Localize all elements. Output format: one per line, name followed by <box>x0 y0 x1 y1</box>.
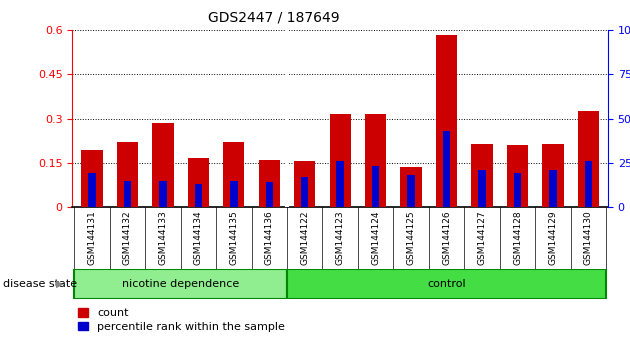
Text: GSM144130: GSM144130 <box>584 210 593 265</box>
Text: control: control <box>427 279 466 289</box>
Bar <box>287 269 606 299</box>
Text: GSM144129: GSM144129 <box>549 210 558 265</box>
Bar <box>514 173 521 207</box>
Bar <box>266 182 273 207</box>
Legend: count, percentile rank within the sample: count, percentile rank within the sample <box>78 308 285 332</box>
Text: GSM144127: GSM144127 <box>478 210 486 265</box>
Text: GSM144134: GSM144134 <box>194 210 203 265</box>
Bar <box>123 181 131 207</box>
Bar <box>372 166 379 207</box>
Bar <box>74 269 287 299</box>
Text: GSM144131: GSM144131 <box>88 210 96 265</box>
Bar <box>578 111 599 207</box>
Bar <box>471 144 493 207</box>
Bar <box>401 167 421 207</box>
Bar <box>336 161 344 207</box>
Text: GSM144133: GSM144133 <box>158 210 168 265</box>
Bar <box>443 131 450 207</box>
Text: GSM144136: GSM144136 <box>265 210 274 265</box>
Bar <box>436 34 457 207</box>
Text: GSM144124: GSM144124 <box>371 210 380 265</box>
Bar <box>478 170 486 207</box>
Text: GSM144126: GSM144126 <box>442 210 451 265</box>
Text: GSM144132: GSM144132 <box>123 210 132 265</box>
Bar <box>507 145 528 207</box>
Bar <box>549 170 557 207</box>
Bar <box>88 173 96 207</box>
Text: GSM144122: GSM144122 <box>301 210 309 265</box>
Bar <box>365 114 386 207</box>
Bar <box>152 123 173 207</box>
Bar <box>294 161 316 207</box>
Bar <box>585 161 592 207</box>
Bar <box>329 114 351 207</box>
Bar <box>81 149 103 207</box>
Bar <box>301 177 309 207</box>
Text: GSM144125: GSM144125 <box>406 210 416 265</box>
Text: GSM144123: GSM144123 <box>336 210 345 265</box>
Text: disease state: disease state <box>3 279 77 289</box>
Bar <box>195 184 202 207</box>
Bar <box>408 175 415 207</box>
Bar <box>542 144 564 207</box>
Bar <box>159 181 166 207</box>
Text: GSM144128: GSM144128 <box>513 210 522 265</box>
Text: GDS2447 / 187649: GDS2447 / 187649 <box>208 11 340 25</box>
Bar <box>223 142 244 207</box>
Text: ▶: ▶ <box>55 279 63 289</box>
Bar <box>259 160 280 207</box>
Text: nicotine dependence: nicotine dependence <box>122 279 239 289</box>
Bar <box>188 159 209 207</box>
Bar <box>230 181 238 207</box>
Bar <box>117 142 138 207</box>
Text: GSM144135: GSM144135 <box>229 210 238 265</box>
